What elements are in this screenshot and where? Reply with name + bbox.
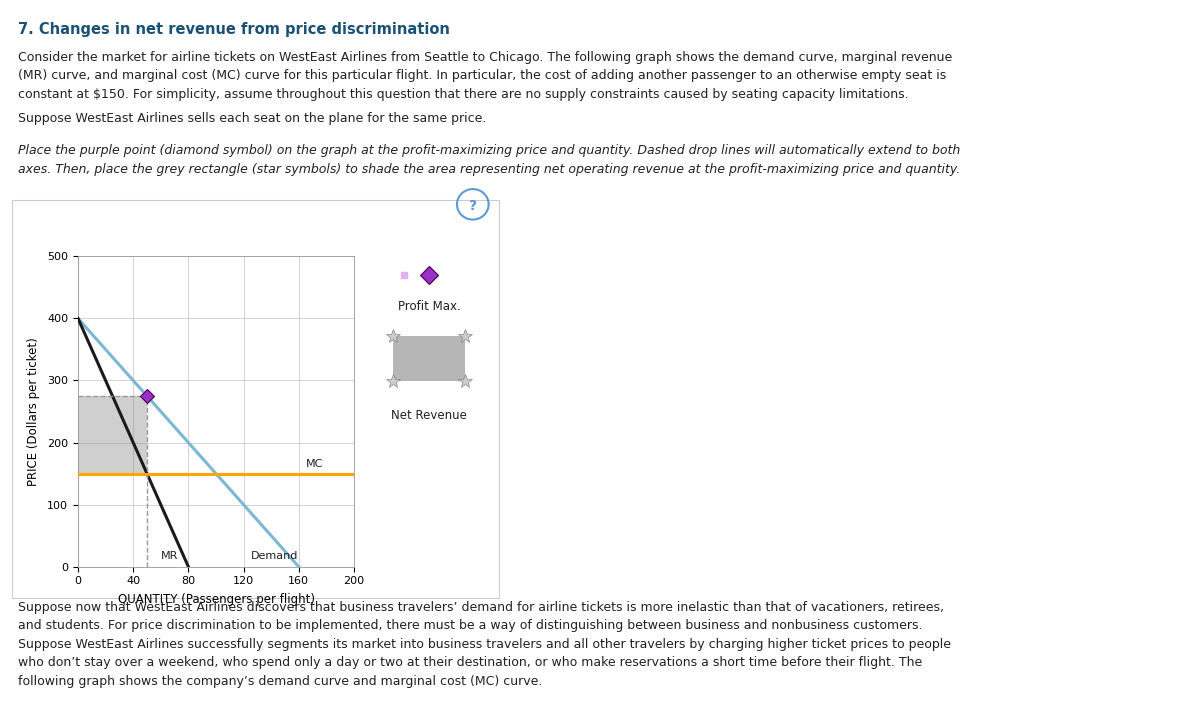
Text: ?: ? <box>469 199 476 213</box>
Y-axis label: PRICE (Dollars per ticket): PRICE (Dollars per ticket) <box>28 337 41 486</box>
Text: Suppose WestEast Airlines sells each seat on the plane for the same price.: Suppose WestEast Airlines sells each sea… <box>18 112 486 125</box>
Text: Net Revenue: Net Revenue <box>391 409 467 422</box>
Bar <box>78 396 148 474</box>
Text: Consider the market for airline tickets on WestEast Airlines from Seattle to Chi: Consider the market for airline tickets … <box>18 51 953 100</box>
Text: Demand: Demand <box>251 552 298 561</box>
Text: Place the purple point (diamond symbol) on the graph at the profit-maximizing pr: Place the purple point (diamond symbol) … <box>18 144 960 176</box>
Text: Profit Max.: Profit Max. <box>397 300 461 313</box>
Text: 7. Changes in net revenue from price discrimination: 7. Changes in net revenue from price dis… <box>18 22 450 37</box>
Bar <box>392 336 466 380</box>
X-axis label: QUANTITY (Passengers per flight): QUANTITY (Passengers per flight) <box>118 593 314 606</box>
Text: MC: MC <box>306 459 323 469</box>
Text: Suppose now that WestEast Airlines discovers that business travelers’ demand for: Suppose now that WestEast Airlines disco… <box>18 601 952 687</box>
Text: MR: MR <box>161 552 178 561</box>
